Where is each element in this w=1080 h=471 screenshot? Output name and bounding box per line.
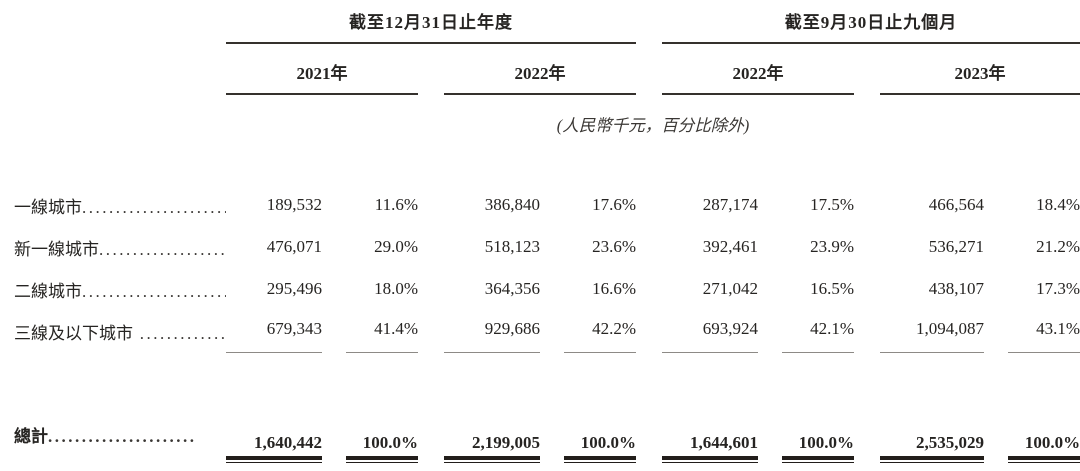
cell-percent: 43.1% (1008, 310, 1080, 353)
cell-value: 518,123 (484, 237, 540, 256)
cell-percent: 29.0% (374, 237, 418, 256)
dot-leader: ...................... (82, 281, 226, 301)
total-percent: 100.0% (346, 393, 418, 463)
table-row-tier2: 二線城市...................... 295,496 18.0%… (14, 268, 1080, 310)
cell-value: 392,461 (702, 237, 759, 256)
cell-percent: 17.6% (592, 195, 637, 214)
row-label: 三線及以下城市 .................... (14, 310, 226, 353)
year-header-2022: 2022年 (444, 43, 637, 95)
cell-value: 679,343 (226, 310, 322, 353)
cell-value: 189,532 (266, 195, 322, 214)
row-label: 二線城市...................... (14, 268, 226, 310)
total-percent: 100.0% (564, 393, 637, 463)
double-rule: 2,535,029 (880, 433, 985, 463)
dot-leader: ...................... (99, 239, 226, 259)
cell-percent: 23.6% (592, 237, 637, 256)
period-header-nine-months: 截至9月30日止九個月 (662, 8, 1080, 44)
total-percent: 100.0% (782, 393, 855, 463)
double-rule: 1,644,601 (662, 433, 759, 463)
cell-percent: 23.9% (810, 237, 855, 256)
cell-value: 1,094,087 (880, 310, 985, 353)
cell-value: 287,174 (702, 195, 759, 214)
double-rule: 1,640,442 (226, 433, 322, 463)
double-rule: 100.0% (564, 433, 637, 463)
cell-value: 536,271 (928, 237, 985, 256)
spacer (14, 136, 1080, 184)
unit-note-row: (人民幣千元，百分比除外) (14, 94, 1080, 136)
double-rule: 100.0% (782, 433, 855, 463)
cell-percent: 16.6% (592, 279, 637, 298)
spacer (14, 353, 1080, 394)
double-rule: 100.0% (1008, 433, 1080, 463)
total-value: 2,199,005 (444, 393, 540, 463)
dot-leader: .................... (139, 323, 226, 343)
cell-percent: 41.4% (346, 310, 418, 353)
table-row-total: 總計...................... 1,640,442 100.0… (14, 393, 1080, 463)
cell-percent: 18.0% (374, 279, 418, 298)
dot-leader: ...................... (82, 197, 226, 217)
year-header-2023-9m: 2023年 (880, 43, 1080, 95)
cell-percent: 42.2% (564, 310, 637, 353)
cell-percent: 18.4% (1036, 195, 1080, 214)
table-row-new-tier1: 新一線城市...................... 476,071 29.0… (14, 226, 1080, 268)
cell-percent: 17.3% (1036, 279, 1080, 298)
row-label: 一線城市...................... (14, 184, 226, 226)
table-row-tier3-below: 三線及以下城市 .................... 679,343 41.… (14, 310, 1080, 353)
total-value: 2,535,029 (880, 393, 985, 463)
period-header-row: 截至12月31日止年度 截至9月30日止九個月 (14, 8, 1080, 44)
double-rule: 2,199,005 (444, 433, 540, 463)
cell-value: 271,042 (702, 279, 759, 298)
dot-leader: ...................... (48, 426, 197, 446)
cell-value: 929,686 (444, 310, 540, 353)
unit-note: (人民幣千元，百分比除外) (556, 116, 750, 135)
table-row-tier1: 一線城市...................... 189,532 11.6%… (14, 184, 1080, 226)
cell-value: 438,107 (928, 279, 985, 298)
cell-percent: 42.1% (782, 310, 855, 353)
year-header-2022-9m: 2022年 (662, 43, 855, 95)
cell-value: 466,564 (928, 195, 985, 214)
total-label: 總計...................... (14, 426, 197, 446)
cell-value: 364,356 (484, 279, 540, 298)
year-header-2021: 2021年 (226, 43, 418, 95)
cell-percent: 17.5% (810, 195, 855, 214)
cell-percent: 11.6% (374, 195, 418, 214)
cell-percent: 16.5% (810, 279, 855, 298)
total-value: 1,640,442 (226, 393, 322, 463)
cell-value: 295,496 (266, 279, 322, 298)
double-rule: 100.0% (346, 433, 418, 463)
total-percent: 100.0% (1008, 393, 1080, 463)
revenue-by-city-tier-table: 截至12月31日止年度 截至9月30日止九個月 2021年 2022年 2022… (14, 8, 1080, 463)
total-value: 1,644,601 (662, 393, 759, 463)
year-header-row: 2021年 2022年 2022年 2023年 (14, 43, 1080, 95)
row-label: 新一線城市...................... (14, 226, 226, 268)
cell-value: 386,840 (484, 195, 540, 214)
period-header-annual: 截至12月31日止年度 (226, 8, 637, 44)
cell-value: 693,924 (662, 310, 759, 353)
cell-value: 476,071 (266, 237, 322, 256)
cell-percent: 21.2% (1036, 237, 1080, 256)
